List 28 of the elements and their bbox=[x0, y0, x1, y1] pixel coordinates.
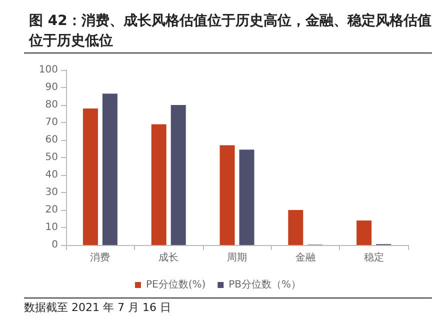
x-tick-label: 成长 bbox=[158, 252, 179, 264]
y-tick-label: 30 bbox=[45, 187, 58, 198]
bar bbox=[288, 210, 304, 245]
legend-label: PB分位数（%） bbox=[228, 278, 302, 290]
bar bbox=[82, 108, 98, 245]
x-tick-label: 稳定 bbox=[364, 252, 384, 264]
bar bbox=[170, 105, 186, 245]
y-tick-label: 40 bbox=[45, 170, 58, 180]
y-tick-label: 10 bbox=[45, 222, 58, 233]
y-tick-label: 20 bbox=[45, 204, 58, 216]
legend-label: PE分位数(%) bbox=[146, 278, 206, 290]
y-tick-label: 90 bbox=[45, 82, 58, 93]
bar bbox=[239, 150, 254, 245]
bar bbox=[151, 124, 166, 245]
y-tick-label: 50 bbox=[45, 152, 58, 163]
x-tick-label: 金融 bbox=[295, 252, 316, 264]
y-tick-label: 80 bbox=[45, 100, 58, 110]
chart-title: 图 42：消费、成长风格估值位于历史高位，金融、稳定风格估值位于历史低位 bbox=[28, 12, 432, 49]
y-tick-label: 100 bbox=[38, 64, 58, 76]
x-tick-label: 周期 bbox=[227, 252, 247, 264]
bar bbox=[356, 220, 372, 245]
y-tick-label: 70 bbox=[45, 117, 58, 128]
bar bbox=[102, 94, 118, 245]
y-tick-label: 60 bbox=[45, 134, 58, 146]
y-tick-label: 0 bbox=[52, 240, 58, 250]
x-tick-label: 消费 bbox=[90, 252, 110, 264]
text: 数据截至 2021 年 7 月 16 日 bbox=[24, 301, 171, 314]
bar bbox=[220, 145, 235, 245]
